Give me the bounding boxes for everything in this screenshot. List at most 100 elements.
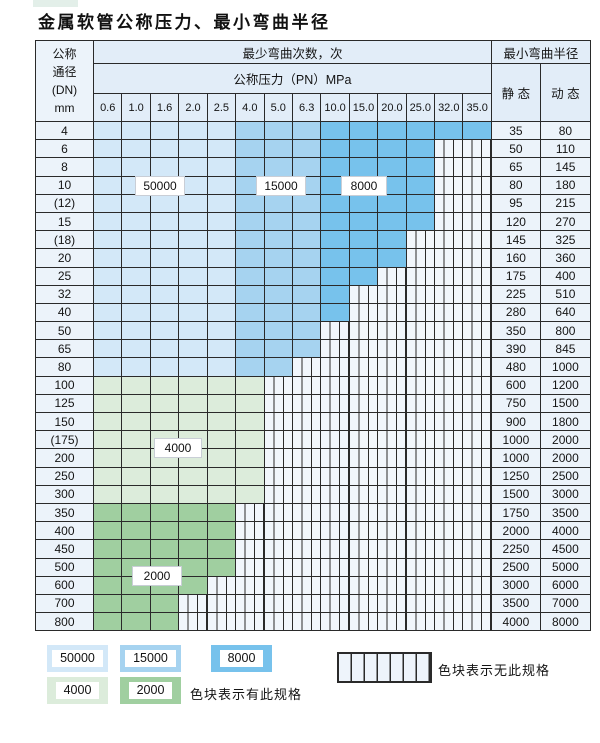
spec-cell-green_2000	[94, 522, 123, 541]
dn-header-line: mm	[54, 101, 75, 115]
spec-cell-blue_8000	[349, 194, 379, 213]
dn-header-line: 通径	[52, 65, 77, 79]
no-spec-cell	[406, 358, 436, 377]
no-spec-cell	[435, 267, 464, 286]
no-spec-cell	[378, 285, 407, 304]
spec-cell-blue_50000	[179, 285, 208, 304]
dn-cell: 20	[36, 249, 94, 268]
no-spec-cell	[378, 558, 407, 577]
dn-cell: 450	[36, 540, 94, 559]
dn-cell: 350	[36, 503, 94, 523]
no-spec-cell	[292, 394, 322, 413]
spec-cell-blue_50000	[207, 231, 237, 250]
spec-cell-green_4000	[207, 413, 237, 432]
no-spec-cell	[435, 467, 464, 486]
pressure-column-header: 0.6	[94, 94, 123, 122]
no-spec-cell	[321, 558, 350, 577]
no-spec-cell	[264, 613, 293, 632]
no-spec-cell	[435, 613, 464, 632]
no-spec-cell	[378, 485, 407, 504]
spec-cell-green_4000	[179, 413, 208, 432]
spec-cell-blue_50000	[94, 140, 123, 159]
no-spec-cell	[349, 540, 379, 559]
spec-cell-blue_50000	[207, 194, 237, 213]
no-spec-cell	[207, 594, 237, 614]
spec-cell-blue_15000	[264, 340, 293, 359]
spec-cell-blue_50000	[94, 231, 123, 250]
no-spec-cell	[463, 594, 492, 614]
spec-cell-green_4000	[150, 394, 180, 413]
static-radius-cell: 1750	[491, 503, 541, 523]
dynamic-radius-cell: 7000	[540, 594, 591, 614]
cycle-count-label: 50000	[135, 176, 185, 196]
no-spec-cell	[349, 576, 379, 595]
spec-cell-blue_50000	[94, 285, 123, 304]
static-radius-cell: 3500	[491, 594, 541, 614]
no-spec-cell	[349, 413, 379, 432]
no-spec-cell	[264, 576, 293, 595]
no-spec-cell	[463, 140, 492, 159]
no-spec-cell	[349, 431, 379, 450]
spec-cell-blue_50000	[207, 267, 237, 286]
spec-cell-green_2000	[94, 540, 123, 559]
spec-cell-blue_8000	[321, 140, 350, 159]
no-spec-cell	[435, 413, 464, 432]
spec-cell-green_2000	[122, 594, 151, 614]
spec-cell-blue_50000	[179, 140, 208, 159]
spec-cell-green_4000	[122, 431, 151, 450]
spec-cell-blue_50000	[207, 340, 237, 359]
no-spec-cell	[406, 467, 436, 486]
static-radius-cell: 1000	[491, 431, 541, 450]
dynamic-radius-cell: 800	[540, 322, 591, 341]
spec-cell-green_4000	[236, 376, 265, 395]
spec-cell-blue_50000	[179, 340, 208, 359]
spec-cell-blue_50000	[122, 303, 151, 323]
spec-cell-green_2000	[122, 503, 151, 523]
spec-cell-blue_50000	[207, 176, 237, 195]
spec-cell-blue_8000	[321, 303, 350, 323]
spec-cell-blue_50000	[150, 285, 180, 304]
spec-cell-green_2000	[150, 613, 180, 632]
no-spec-cell	[463, 267, 492, 286]
no-spec-cell	[406, 376, 436, 395]
dynamic-radius-cell: 360	[540, 249, 591, 268]
spec-cell-blue_15000	[292, 194, 322, 213]
dn-cell: 200	[36, 449, 94, 468]
no-spec-cell	[378, 431, 407, 450]
spec-cell-blue_50000	[207, 212, 237, 232]
dn-cell: (12)	[36, 194, 94, 213]
dynamic-radius-cell: 4000	[540, 522, 591, 541]
no-spec-cell	[406, 576, 436, 595]
spec-cell-blue_50000	[122, 158, 151, 177]
spec-cell-green_4000	[150, 413, 180, 432]
spec-cell-blue_8000	[349, 212, 379, 232]
no-spec-cell	[435, 285, 464, 304]
no-spec-cell	[435, 576, 464, 595]
no-spec-cell	[264, 431, 293, 450]
spec-cell-blue_8000	[406, 140, 436, 159]
no-spec-cell	[349, 485, 379, 504]
pressure-column-header: 32.0	[435, 94, 464, 122]
no-spec-cell	[463, 340, 492, 359]
dynamic-radius-cell: 80	[540, 122, 591, 141]
spec-cell-blue_50000	[94, 267, 123, 286]
spec-cell-green_4000	[236, 467, 265, 486]
dn-cell: 400	[36, 522, 94, 541]
spec-cell-blue_50000	[122, 231, 151, 250]
no-spec-cell	[292, 376, 322, 395]
spec-cell-blue_50000	[179, 122, 208, 141]
spec-cell-blue_50000	[94, 158, 123, 177]
spec-cell-green_2000	[150, 540, 180, 559]
no-spec-legend-text: 色块表示无此规格	[438, 663, 551, 678]
spec-cell-green_4000	[179, 485, 208, 504]
no-spec-cell	[406, 613, 436, 632]
no-spec-cell	[349, 503, 379, 523]
no-spec-cell	[378, 594, 407, 614]
spec-cell-blue_15000	[236, 303, 265, 323]
pressure-column-header: 20.0	[378, 94, 407, 122]
dn-cell: 10	[36, 176, 94, 195]
no-spec-cell	[463, 285, 492, 304]
spec-cell-green_4000	[207, 431, 237, 450]
spec-cell-blue_15000	[236, 340, 265, 359]
static-radius-cell: 900	[491, 413, 541, 432]
